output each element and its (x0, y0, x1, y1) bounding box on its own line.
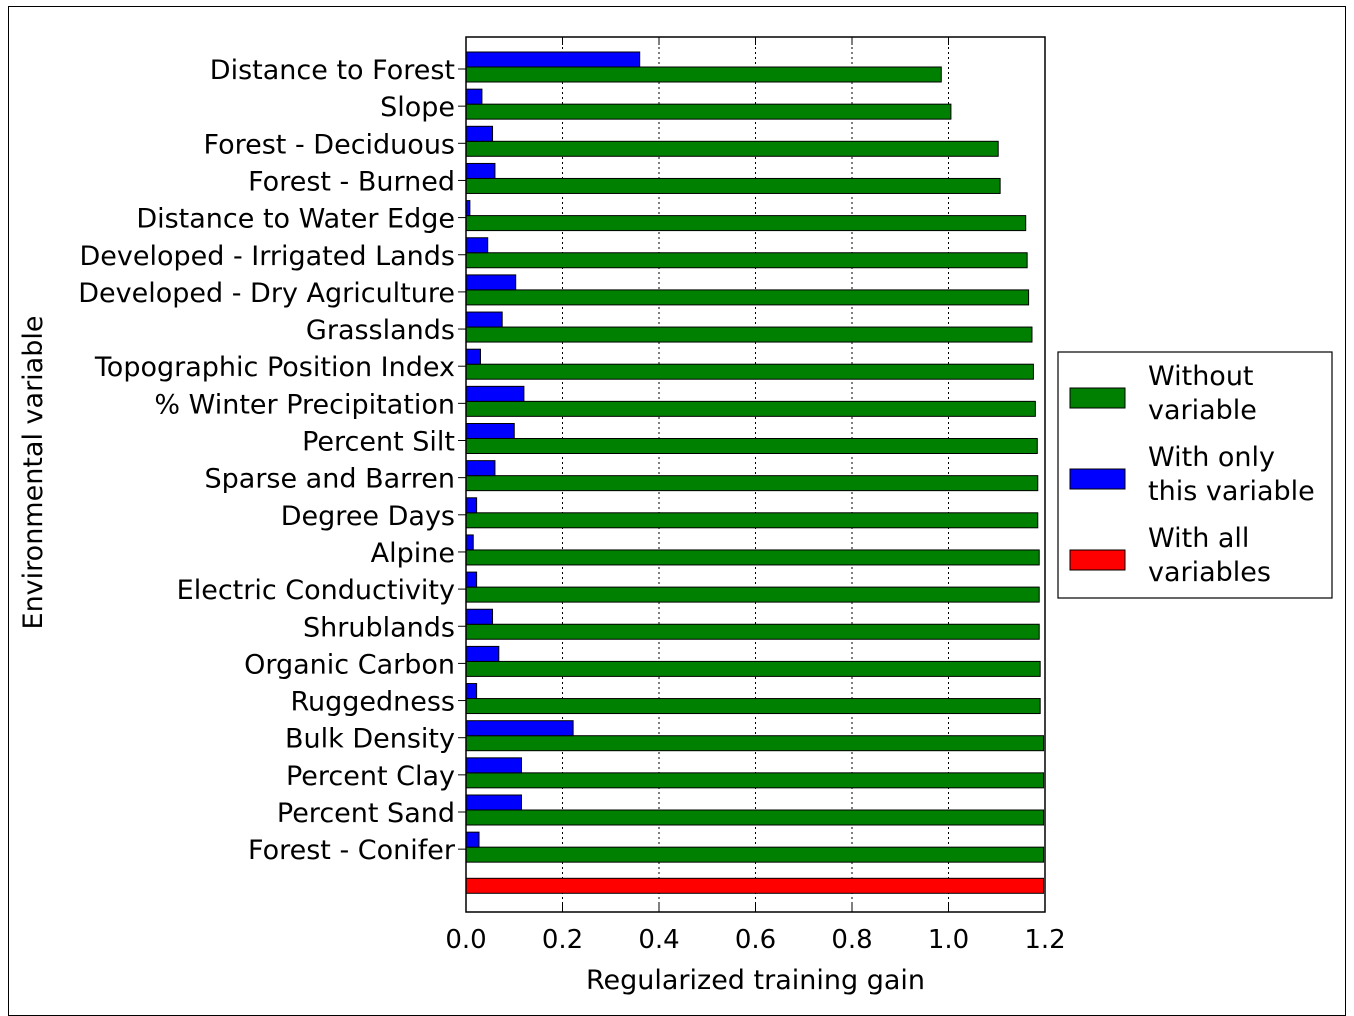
bar-only-this-variable (465, 757, 522, 774)
bar-without-variable (465, 326, 1033, 343)
category-label: Developed - Irrigated Lands (79, 241, 455, 272)
bar-without-variable (465, 103, 952, 120)
bar-only-this-variable (465, 274, 517, 291)
category-label: Bulk Density (285, 724, 455, 755)
category-label: Degree Days (281, 501, 455, 532)
category-label: % Winter Precipitation (154, 389, 455, 420)
x-tick-label: 0.8 (831, 925, 872, 955)
bar-only-this-variable (465, 720, 574, 737)
x-tick-label: 0.0 (445, 925, 486, 955)
category-labels: Distance to Forest Slope Forest - Deciduou… (78, 55, 456, 866)
bar-without-variable (465, 252, 1028, 269)
legend-label: With only (1148, 442, 1275, 473)
bar-without-variable (465, 660, 1041, 677)
bar-without-variable (465, 512, 1039, 529)
category-label: Forest - Burned (248, 166, 455, 197)
x-tick-label: 0.6 (735, 925, 776, 955)
bar-without-variable (465, 623, 1040, 640)
category-label: Percent Sand (277, 798, 455, 829)
bar-only-this-variable (465, 51, 641, 68)
bar-only-this-variable (465, 385, 525, 402)
category-label: Grasslands (306, 315, 455, 346)
category-label: Forest - Conifer (248, 835, 456, 866)
legend-label: variables (1148, 557, 1271, 588)
category-label: Ruggedness (290, 687, 455, 718)
x-tick-label: 1.0 (928, 925, 969, 955)
legend-label: With all (1148, 523, 1249, 554)
category-label: Shrublands (303, 612, 455, 643)
category-label: Alpine (371, 538, 455, 569)
category-label: Slope (380, 92, 455, 123)
category-label: Distance to Forest (210, 55, 455, 86)
category-label: Organic Carbon (244, 649, 455, 680)
bar-only-this-variable (465, 497, 478, 514)
bar-only-this-variable (465, 608, 494, 625)
legend-label: this variable (1148, 476, 1315, 507)
bar-without-variable (465, 438, 1038, 454)
bar-only-this-variable (465, 794, 522, 811)
bar-without-variable (465, 177, 1001, 194)
bar-only-this-variable (465, 125, 494, 142)
x-axis-label: Regularized training gain (586, 965, 925, 996)
axis-ticks: 0.0 0.2 0.4 0.6 0.8 1.0 1.2 (445, 37, 1066, 955)
bar-without-variable (465, 400, 1036, 417)
bar-without-variable (465, 772, 1045, 789)
category-label: Topographic Position Index (94, 352, 455, 383)
category-label: Sparse and Barren (205, 464, 456, 495)
bar-without-variable (465, 586, 1040, 603)
bar-without-variable (465, 809, 1045, 826)
bar-without-variable (465, 140, 999, 157)
bar-only-this-variable (465, 162, 496, 179)
bar-without-variable (465, 215, 1027, 232)
x-tick-label: 0.2 (542, 925, 583, 955)
bar-without-variable (465, 735, 1045, 752)
bar-without-variable (465, 698, 1041, 715)
bar-only-this-variable (465, 831, 480, 848)
legend-swatch (1069, 549, 1126, 571)
bar-without-variable (465, 363, 1034, 380)
legend-label: variable (1148, 395, 1257, 426)
bar-without-variable (465, 66, 942, 83)
legend-swatch (1069, 468, 1126, 490)
category-label: Percent Clay (286, 761, 455, 792)
bar-only-this-variable (465, 683, 478, 700)
bars (465, 51, 1045, 894)
bar-only-this-variable (465, 237, 489, 254)
bar-without-variable (465, 289, 1030, 306)
bar-only-this-variable (465, 311, 503, 328)
bar-only-this-variable (465, 571, 478, 588)
bar-without-variable (465, 475, 1039, 492)
bar-only-this-variable (465, 423, 515, 439)
x-tick-label: 1.2 (1024, 925, 1065, 955)
category-label: Distance to Water Edge (136, 204, 455, 235)
bar-only-this-variable (465, 534, 474, 551)
bar-only-this-variable (465, 460, 496, 477)
bar-without-variable (465, 549, 1040, 566)
category-label: Percent Silt (302, 427, 455, 458)
legend-swatch (1069, 387, 1126, 409)
category-label: Developed - Dry Agriculture (78, 278, 455, 309)
category-label: Forest - Deciduous (204, 129, 455, 160)
bar-only-this-variable (465, 88, 483, 105)
bar-without-variable (465, 846, 1045, 863)
bar-only-this-variable (465, 645, 500, 662)
x-tick-label: 0.4 (638, 925, 679, 955)
bar-with-all-variables (465, 877, 1045, 894)
legend-label: Without (1148, 361, 1254, 392)
bar-only-this-variable (465, 348, 481, 365)
y-axis-label: Environmental variable (18, 316, 49, 630)
category-label: Electric Conductivity (177, 575, 455, 606)
